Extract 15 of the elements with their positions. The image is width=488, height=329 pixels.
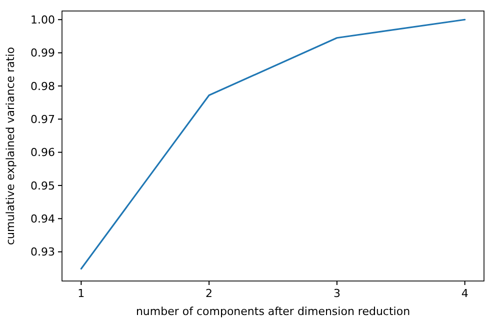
- y-axis-title: cumulative explained variance ratio: [4, 46, 17, 245]
- y-tick-label: 0.98: [30, 80, 55, 93]
- line-series: [80, 18, 466, 270]
- x-axis-title: number of components after dimension reduction: [136, 305, 410, 318]
- y-tick-label: 1.00: [30, 13, 55, 26]
- y-tick-label: 0.96: [30, 146, 55, 160]
- y-tick-label: 0.97: [30, 112, 55, 126]
- y-tick-label: 0.93: [30, 246, 55, 259]
- y-tick-label: 0.94: [30, 212, 55, 226]
- y-tick-label: 0.99: [30, 46, 55, 60]
- x-tick-label: 4: [461, 287, 468, 300]
- y-tick-label: 0.95: [30, 179, 55, 192]
- x-tick-label: 1: [78, 287, 85, 300]
- x-tick-label: 3: [333, 287, 340, 300]
- x-tick-label: 2: [206, 287, 213, 300]
